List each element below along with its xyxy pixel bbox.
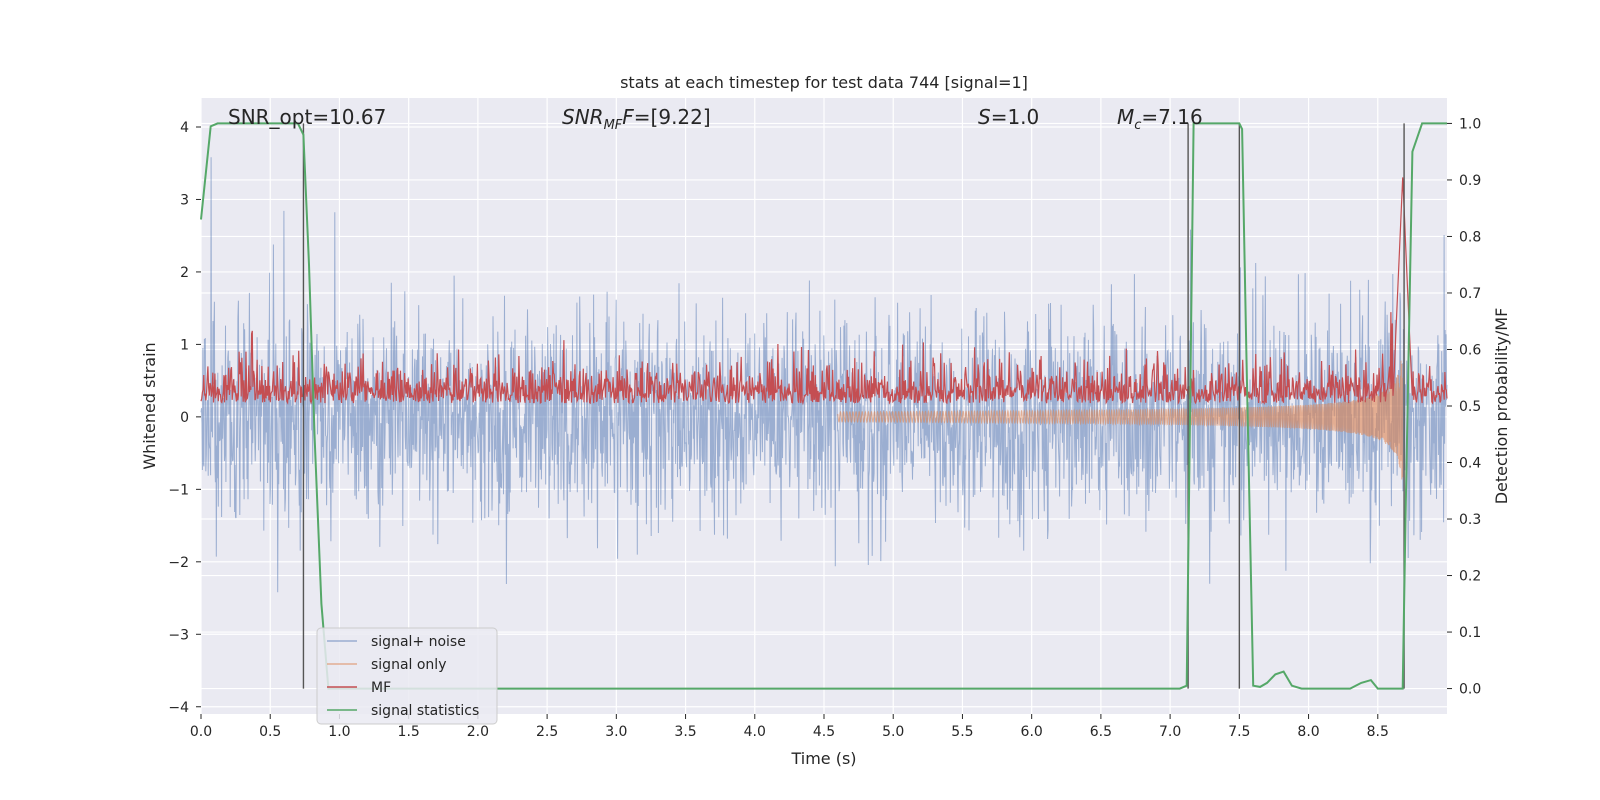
y-left-tick-label: 2 (180, 265, 189, 281)
y-left-tick-label: 3 (180, 192, 189, 208)
annotation-snr-mf-value: [9.22] (651, 105, 711, 129)
x-tick-label: 0.5 (259, 724, 281, 740)
y-left-tick-label: 4 (180, 120, 189, 136)
y-right-tick-label: 0.7 (1459, 286, 1481, 302)
x-tick-label: 4.5 (813, 724, 835, 740)
x-tick-label: 2.5 (536, 724, 558, 740)
y-left-tick-label: 0 (180, 410, 189, 426)
y-left-tick-label: −4 (168, 700, 189, 716)
signal-only-series (837, 360, 1404, 480)
x-tick-label: 7.5 (1228, 724, 1250, 740)
legend-box (316, 627, 498, 725)
legend-label-signal-noise: signal+ noise (371, 634, 466, 650)
signal-only-line (837, 360, 1404, 480)
legend: signal+ noise signal only MF signal stat… (316, 627, 498, 725)
annotation-chirp-mass-value: =7.16 (1141, 105, 1202, 129)
x-axis-label: Time (s) (790, 749, 856, 768)
x-tick-label: 2.0 (467, 724, 489, 740)
x-tick-label: 3.0 (605, 724, 627, 740)
annotation-s-param: S=1.0 (978, 105, 1039, 129)
annotation-chirp-mass: Mc=7.16 (1117, 105, 1203, 133)
y-right-tick-label: 0.8 (1459, 229, 1481, 245)
x-tick-label: 1.5 (398, 724, 420, 740)
x-axis-ticks: 0.0 0.5 1.0 1.5 2.0 2.5 3.0 3.5 4.0 4.5 5.0 5.5 6.0 6… (190, 714, 1389, 740)
x-tick-label: 1.0 (328, 724, 350, 740)
y-left-tick-label: −2 (168, 555, 189, 571)
x-tick-label: 3.5 (674, 724, 696, 740)
signal-statistics-line (200, 122, 1447, 690)
annotation-snr-opt: SNR_opt=10.67 (228, 105, 386, 129)
legend-label-signal-statistics: signal statistics (371, 703, 479, 719)
chart-title: stats at each timestep for test data 744… (620, 73, 1028, 92)
y-right-tick-label: 1.0 (1459, 116, 1481, 132)
x-tick-label: 0.0 (190, 724, 212, 740)
y-right-tick-label: 0.5 (1459, 399, 1481, 415)
y-right-tick-label: 0.9 (1459, 173, 1481, 189)
y-left-tick-label: −1 (168, 482, 189, 498)
x-tick-label: 7.0 (1159, 724, 1181, 740)
y-right-axis-ticks: 0.0 0.1 0.2 0.3 0.4 0.5 0.6 0.7 0.8 0.9 1.0 (1447, 116, 1481, 698)
legend-label-mf: MF (371, 680, 391, 696)
y-right-axis-label: Detection probability/MF (1492, 308, 1511, 505)
y-right-tick-label: 0.6 (1459, 342, 1481, 358)
y-left-tick-label: −3 (168, 627, 189, 643)
x-tick-label: 6.5 (1090, 724, 1112, 740)
y-right-tick-label: 0.4 (1459, 456, 1481, 472)
x-tick-label: 5.5 (951, 724, 973, 740)
y-right-tick-label: 0.1 (1459, 625, 1481, 641)
x-tick-label: 8.0 (1297, 724, 1319, 740)
y-right-tick-label: 0.3 (1459, 512, 1481, 528)
annotation-snr-mf: SNRMFF=[9.22] (562, 105, 711, 133)
x-tick-label: 5.0 (882, 724, 904, 740)
signal-statistics-series (200, 122, 1447, 690)
x-tick-label: 6.0 (1021, 724, 1043, 740)
y-left-axis-label: Whitened strain (140, 342, 159, 469)
y-right-tick-label: 0.0 (1459, 682, 1481, 698)
legend-label-signal-only: signal only (371, 657, 446, 673)
x-tick-label: 4.0 (744, 724, 766, 740)
y-right-tick-label: 0.2 (1459, 569, 1481, 585)
x-tick-label: 8.5 (1367, 724, 1389, 740)
annotation-s-value: =1.0 (991, 105, 1040, 129)
y-left-axis-ticks: −4 −3 −2 −1 0 1 2 3 4 (168, 120, 201, 716)
y-left-tick-label: 1 (180, 337, 189, 353)
